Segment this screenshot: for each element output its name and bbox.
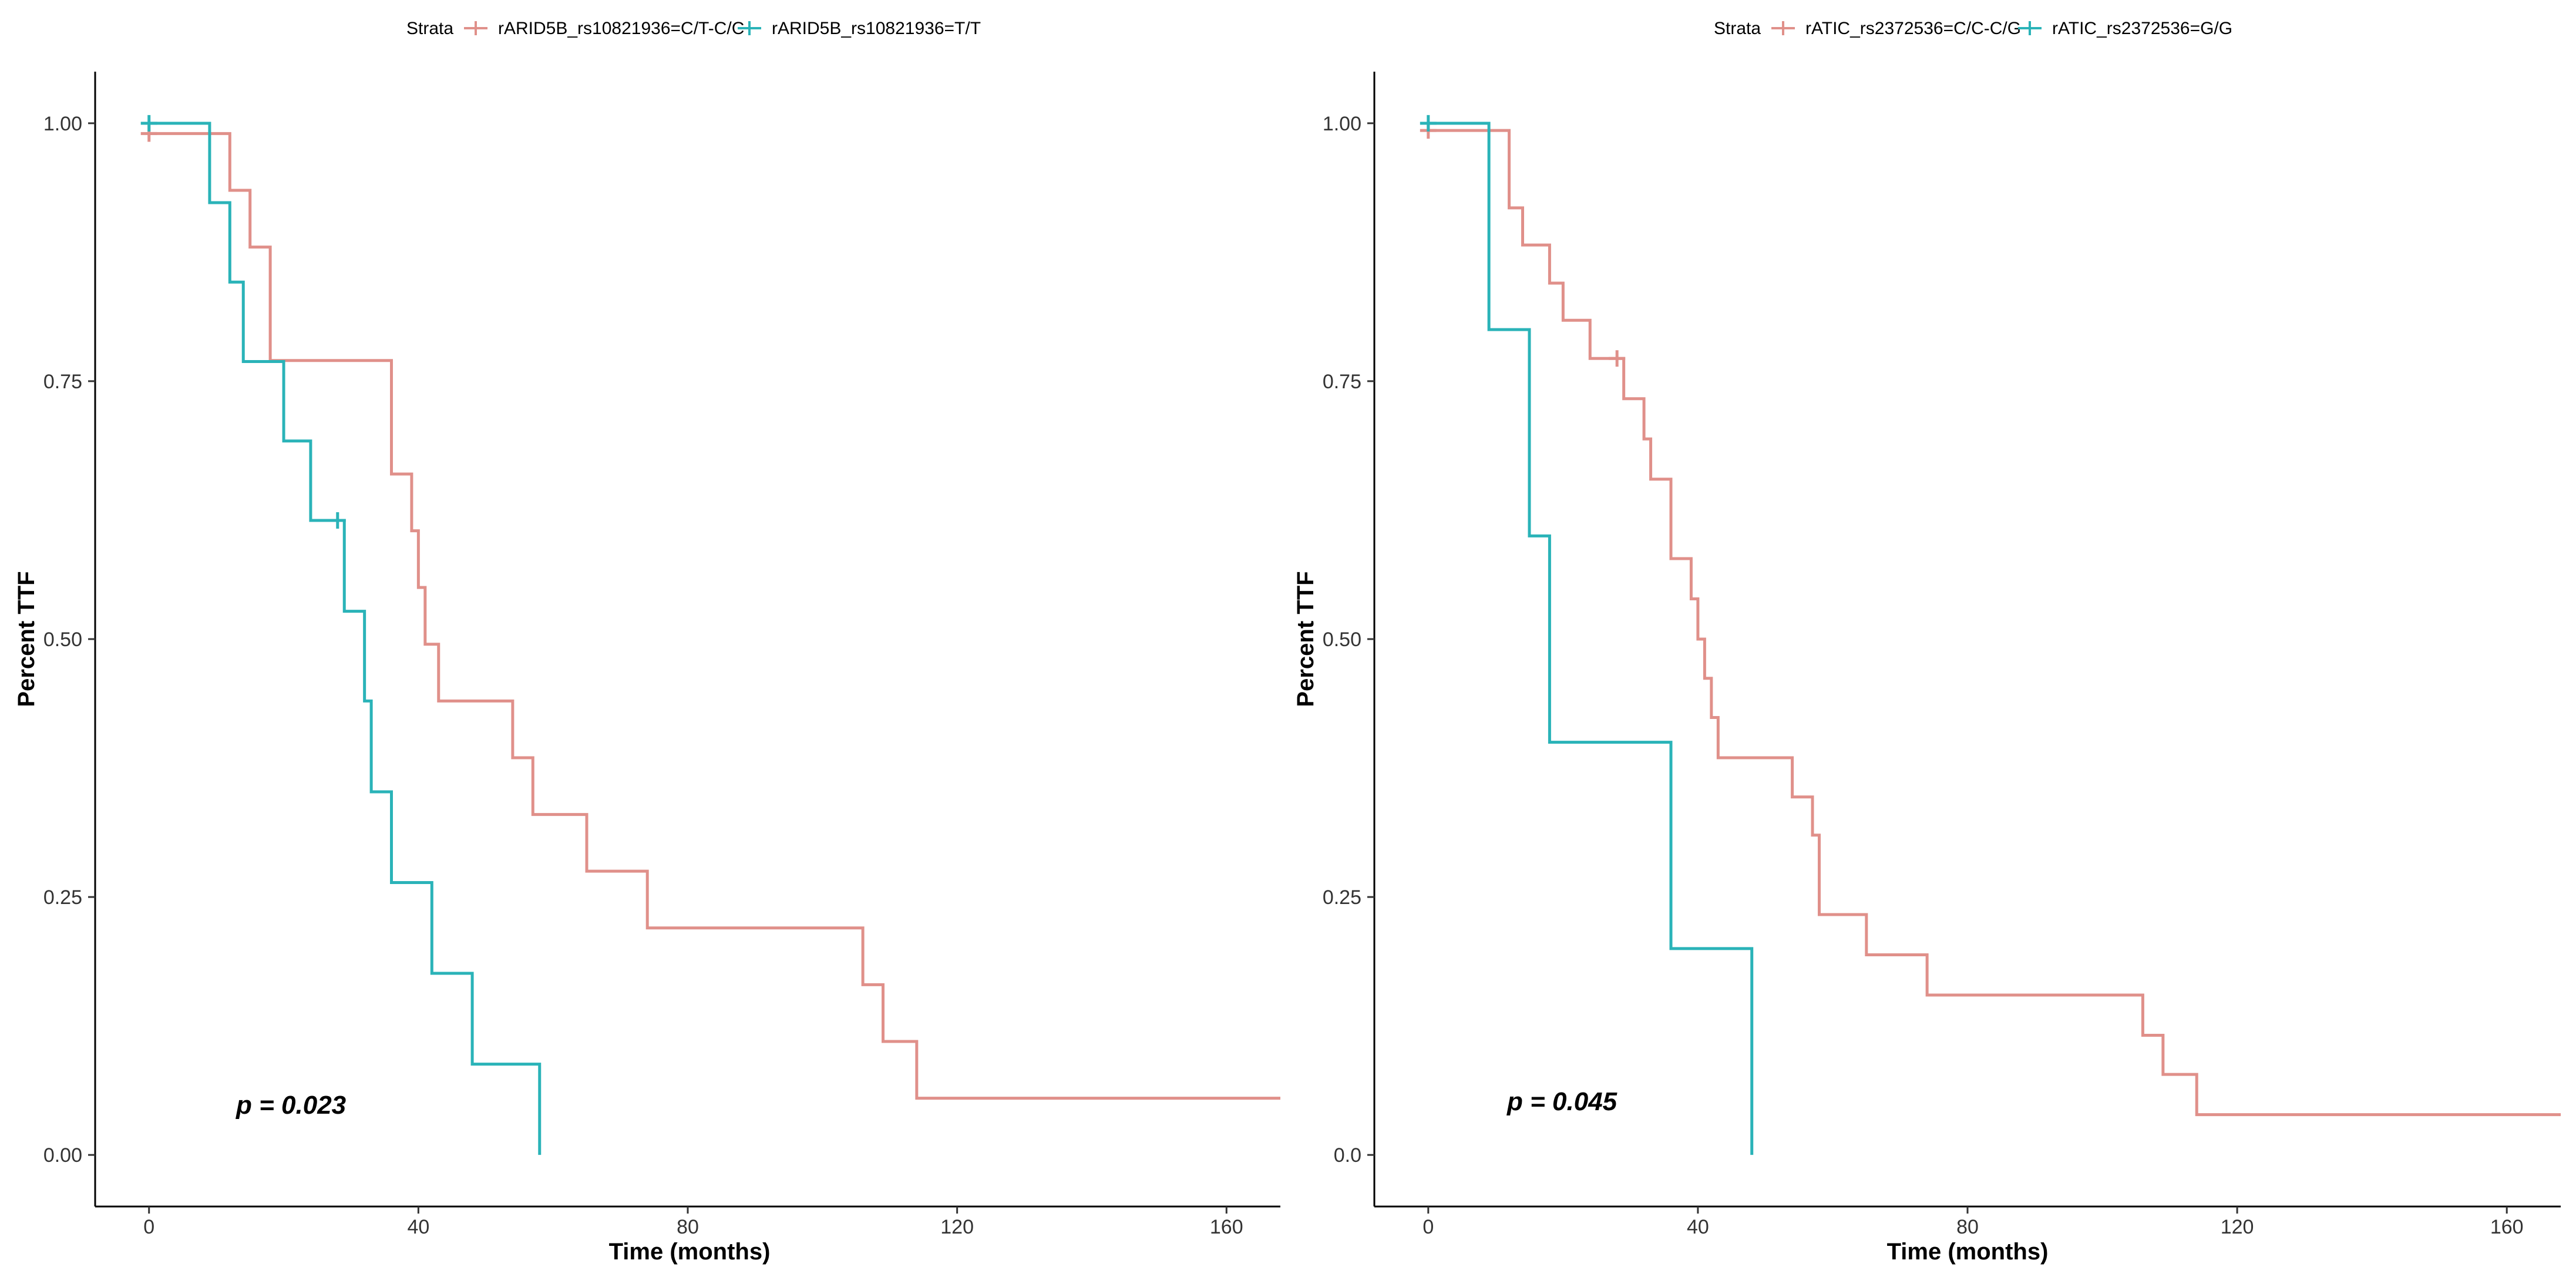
survival-curve-series-1 — [1428, 129, 2561, 1117]
y-tick: 0.25 — [1323, 886, 1374, 909]
x-tick: 120 — [940, 1207, 974, 1238]
x-tick-label: 160 — [2490, 1216, 2524, 1238]
y-axis-title: Percent TTF — [14, 571, 39, 707]
y-tick: 1.00 — [43, 113, 95, 135]
x-tick-label: 80 — [1956, 1216, 1979, 1238]
y-tick: 0.25 — [43, 886, 95, 909]
y-tick-label: 0.25 — [1323, 886, 1361, 909]
legend: Strata rATIC_rs2372536=C/C-C/G rATIC_rs2… — [1714, 19, 2232, 38]
y-tick: 0.00 — [43, 1144, 95, 1167]
x-tick-label: 120 — [2221, 1216, 2254, 1238]
survival-curve-series-1 — [149, 132, 1280, 1100]
x-tick-label: 40 — [407, 1216, 429, 1238]
y-tick-label: 0.75 — [43, 371, 82, 393]
y-tick-label: 0.0 — [1334, 1144, 1361, 1167]
survival-curve-series-2 — [1428, 122, 1754, 1155]
x-tick-label: 120 — [940, 1216, 974, 1238]
x-tick: 120 — [2221, 1207, 2254, 1238]
km-panel-atic: Strata rATIC_rs2372536=C/C-C/G rATIC_rs2… — [1293, 19, 2561, 1265]
legend-title: Strata — [1714, 19, 1761, 38]
legend-title: Strata — [406, 19, 453, 38]
x-tick-label: 80 — [677, 1216, 699, 1238]
x-axis-title: Time (months) — [1887, 1239, 2049, 1265]
x-tick: 40 — [1687, 1207, 1709, 1238]
x-tick-label: 0 — [1422, 1216, 1434, 1238]
y-tick-label: 1.00 — [1323, 113, 1361, 135]
y-tick: 0.50 — [43, 629, 95, 651]
survival-curves — [1420, 115, 2561, 1155]
x-tick-label: 40 — [1687, 1216, 1709, 1238]
x-tick: 160 — [1210, 1207, 1243, 1238]
legend-label-series-1: rATIC_rs2372536=C/C-C/G — [1805, 19, 2021, 38]
p-value-annotation: p = 0.045 — [1506, 1087, 1617, 1116]
y-tick: 0.0 — [1334, 1144, 1374, 1167]
survival-curves — [140, 115, 1280, 1155]
y-tick: 0.75 — [43, 371, 95, 393]
x-axis-ticks: 0 40 80 120 160 — [143, 1207, 1243, 1238]
x-tick: 0 — [143, 1207, 154, 1238]
legend-label-series-2: rATIC_rs2372536=G/G — [2052, 19, 2232, 38]
y-tick: 1.00 — [1323, 113, 1374, 135]
censor-mark — [1609, 350, 1626, 367]
y-tick-label: 0.50 — [43, 629, 82, 651]
x-tick: 40 — [407, 1207, 429, 1238]
censor-mark — [1420, 115, 1437, 132]
y-tick-label: 0.75 — [1323, 371, 1361, 393]
y-tick: 0.50 — [1323, 629, 1374, 651]
censor-mark — [329, 512, 346, 529]
x-tick-label: 0 — [143, 1216, 154, 1238]
legend-label-series-1: rARID5B_rs10821936=C/T-C/C — [498, 19, 744, 38]
p-value-annotation: p = 0.023 — [236, 1091, 346, 1120]
y-axis-ticks: 0.00 0.25 0.50 0.75 1.00 — [43, 113, 95, 1167]
y-tick-label: 0.50 — [1323, 629, 1361, 651]
x-tick: 80 — [1956, 1207, 1979, 1238]
y-axis-title: Percent TTF — [1293, 571, 1319, 707]
y-tick-label: 0.25 — [43, 886, 82, 909]
x-axis-ticks: 0 40 80 120 160 — [1422, 1207, 2524, 1238]
y-tick: 0.75 — [1323, 371, 1374, 393]
survival-curve-series-2 — [149, 122, 542, 1155]
legend-label-series-2: rARID5B_rs10821936=T/T — [772, 19, 981, 38]
x-tick: 160 — [2490, 1207, 2524, 1238]
y-axis-ticks: 0.0 0.25 0.50 0.75 1.00 — [1323, 113, 1374, 1167]
legend: Strata rARID5B_rs10821936=C/T-C/C rARID5… — [406, 19, 981, 38]
x-tick: 0 — [1422, 1207, 1434, 1238]
y-tick-label: 0.00 — [43, 1144, 82, 1167]
censor-mark — [140, 115, 157, 132]
x-axis-title: Time (months) — [609, 1239, 771, 1265]
y-tick-label: 1.00 — [43, 113, 82, 135]
x-tick: 80 — [677, 1207, 699, 1238]
km-panel-arid5b: Strata rARID5B_rs10821936=C/T-C/C rARID5… — [14, 19, 1280, 1265]
x-tick-label: 160 — [1210, 1216, 1243, 1238]
